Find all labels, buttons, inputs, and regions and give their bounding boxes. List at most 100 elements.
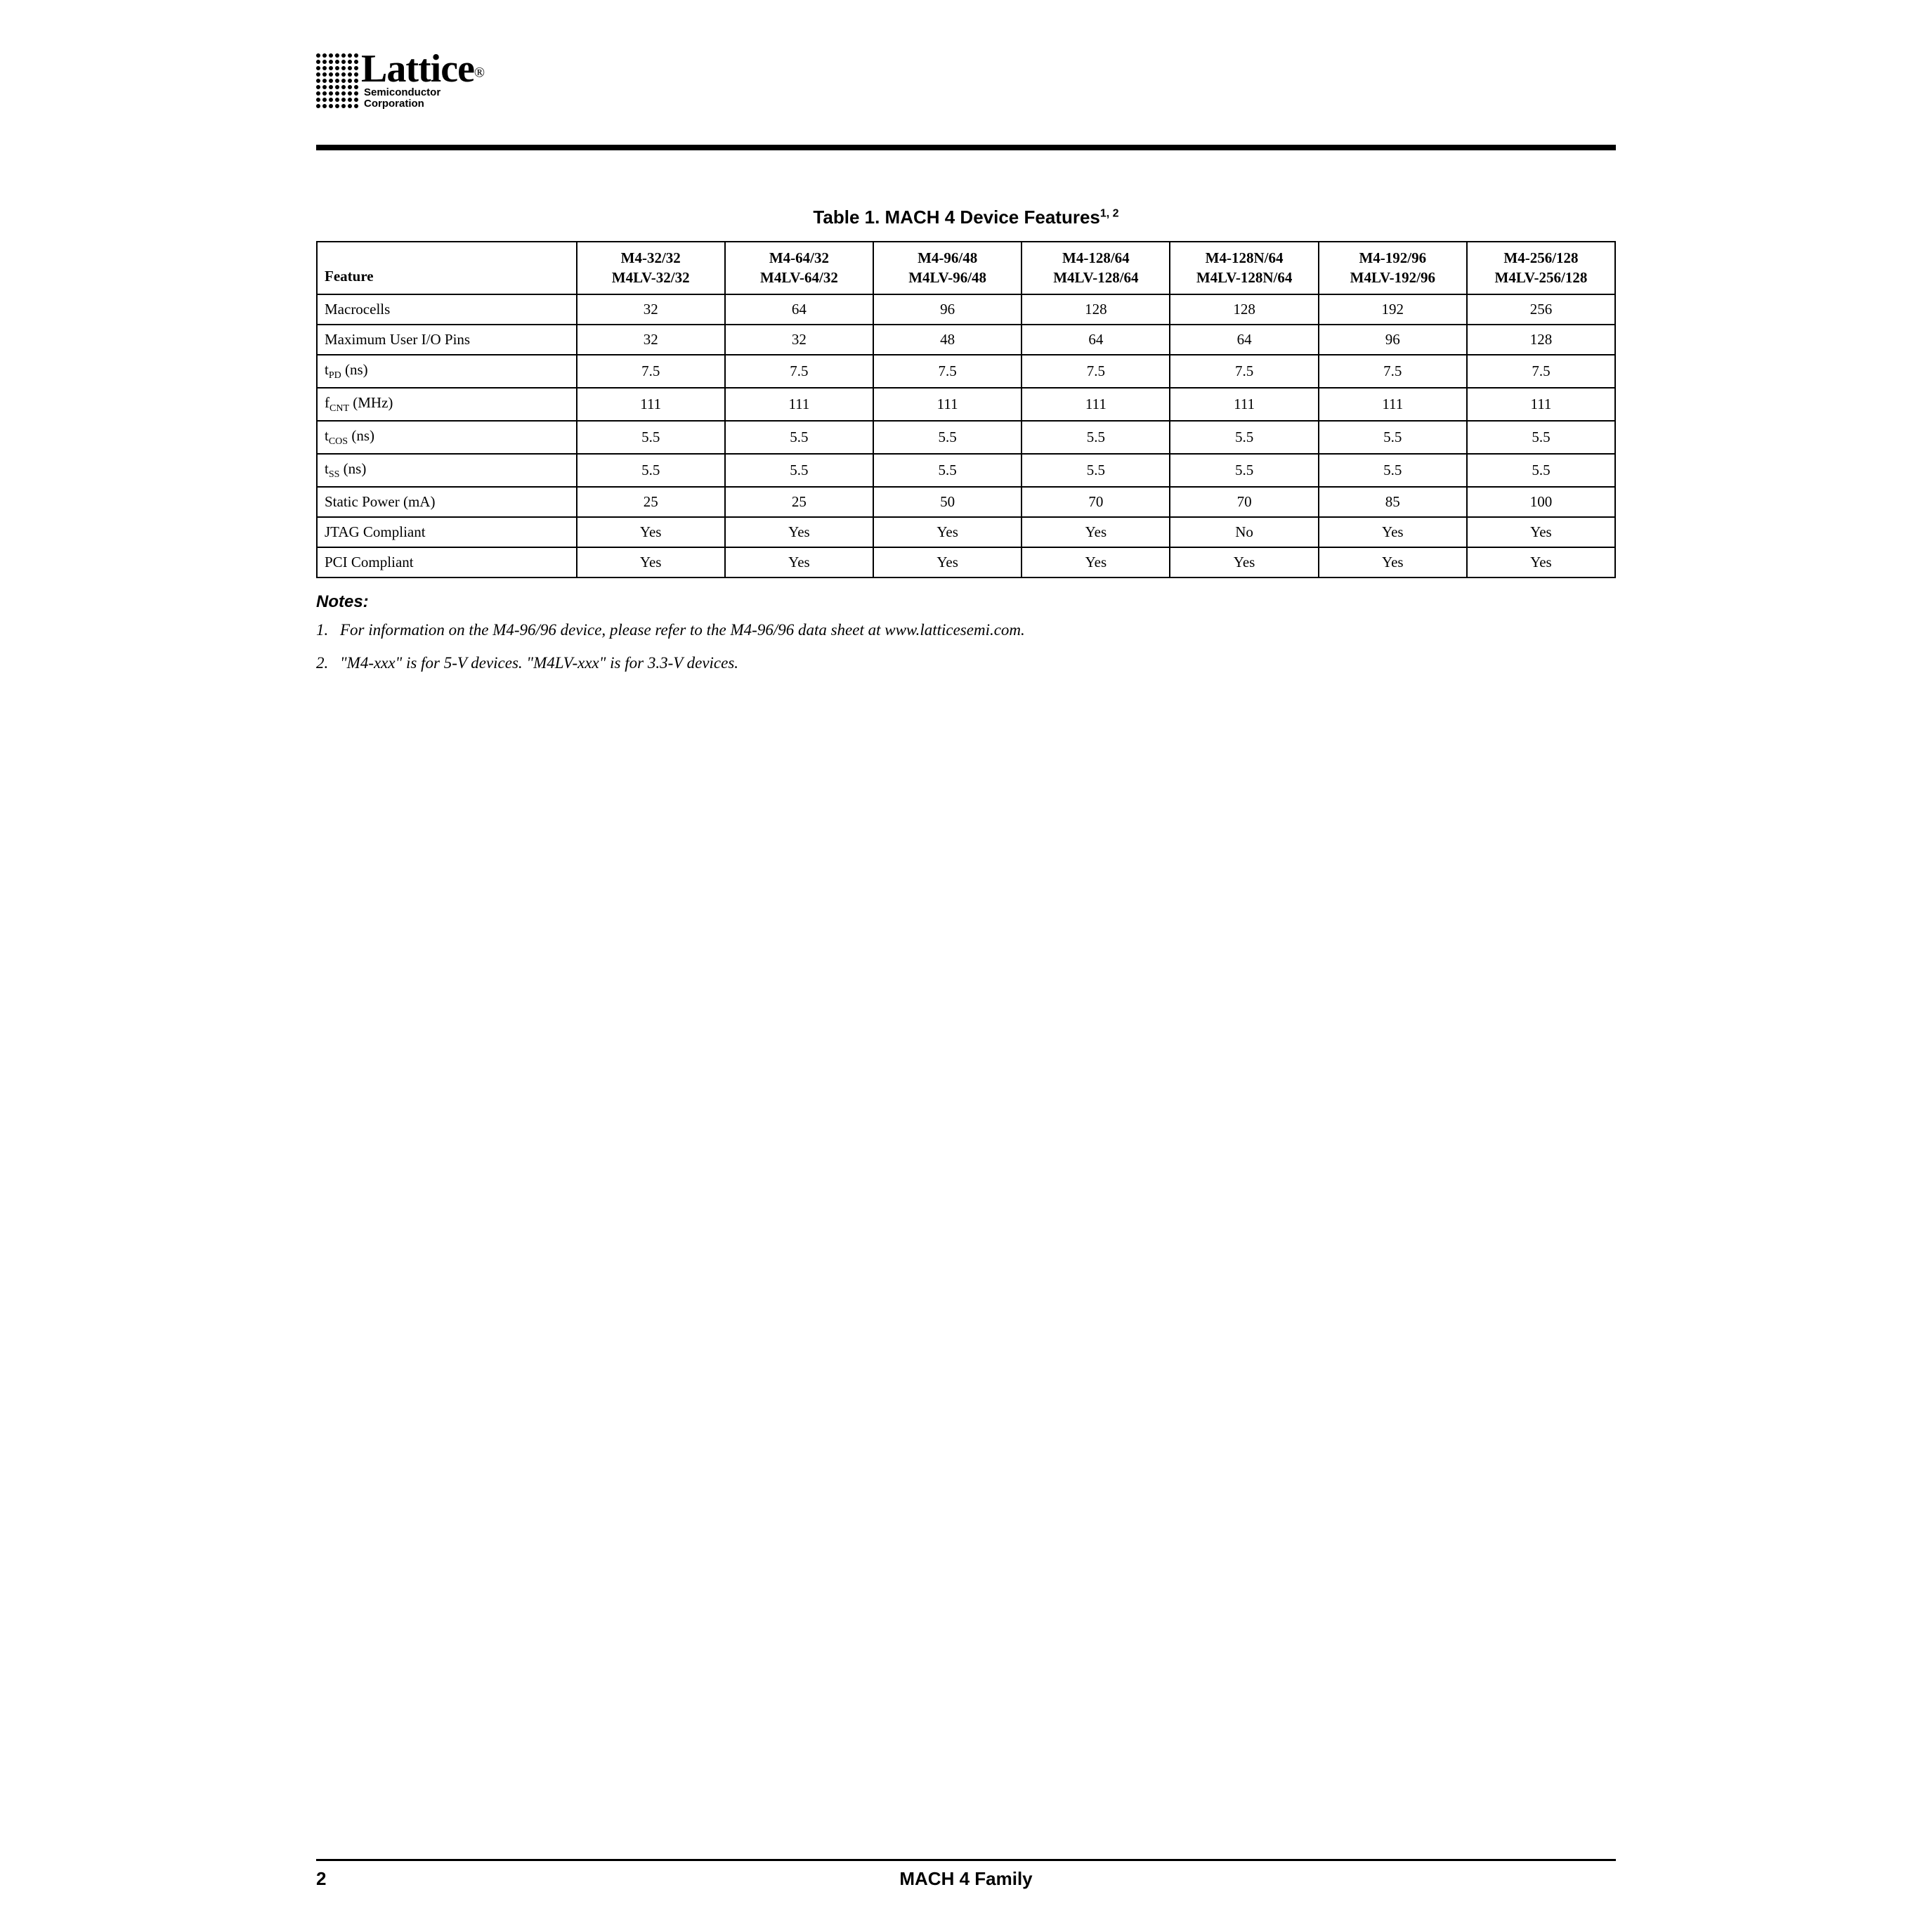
logo-registered-mark: ® <box>474 65 485 81</box>
table-title-text: Table 1. MACH 4 Device Features <box>813 207 1099 228</box>
feature-value-cell: 48 <box>873 325 1022 355</box>
feature-column-header: Feature <box>317 242 577 294</box>
feature-value-cell: 5.5 <box>1170 421 1318 454</box>
device-column-header-bottom: M4LV-64/32 <box>760 269 838 286</box>
device-column-header: M4-128N/64 M4LV-128N/64 <box>1170 242 1318 294</box>
page: Lattice® Semiconductor Corporation Table… <box>0 0 1932 1932</box>
feature-value-cell: 111 <box>577 388 725 421</box>
feature-value-cell: Yes <box>577 517 725 547</box>
feature-value-cell: 7.5 <box>1467 355 1615 388</box>
feature-value-cell: Yes <box>1319 517 1467 547</box>
device-column-header-bottom: M4LV-128N/64 <box>1196 269 1293 286</box>
feature-value-cell: 7.5 <box>1319 355 1467 388</box>
note-item: 1.For information on the M4-96/96 device… <box>316 618 1616 644</box>
table-title-sup: 1, 2 <box>1100 207 1119 219</box>
feature-value-cell: 70 <box>1170 487 1318 517</box>
note-text: "M4-xxx" is for 5-V devices. "M4LV-xxx" … <box>340 651 738 677</box>
feature-value-cell: 128 <box>1467 325 1615 355</box>
device-column-header-bottom: M4LV-32/32 <box>612 269 690 286</box>
device-column-header: M4-128/64 M4LV-128/64 <box>1022 242 1170 294</box>
feature-value-cell: 7.5 <box>873 355 1022 388</box>
feature-value-cell: 5.5 <box>873 454 1022 487</box>
note-text: For information on the M4-96/96 device, … <box>340 618 1025 644</box>
feature-value-cell: 25 <box>725 487 873 517</box>
page-number: 2 <box>316 1868 326 1890</box>
feature-value-cell: 111 <box>1022 388 1170 421</box>
table-row: tSS (ns)5.55.55.55.55.55.55.5 <box>317 454 1615 487</box>
feature-value-cell: 7.5 <box>1022 355 1170 388</box>
feature-value-cell: 25 <box>577 487 725 517</box>
feature-value-cell: 5.5 <box>577 454 725 487</box>
table-row: PCI CompliantYesYesYesYesYesYesYes <box>317 547 1615 577</box>
table-row: JTAG CompliantYesYesYesYesNoYesYes <box>317 517 1615 547</box>
table-row: Static Power (mA)252550707085100 <box>317 487 1615 517</box>
device-column-header-top: M4-128N/64 <box>1206 249 1284 266</box>
table-row: tCOS (ns)5.55.55.55.55.55.55.5 <box>317 421 1615 454</box>
feature-value-cell: Yes <box>725 547 873 577</box>
feature-value-cell: 32 <box>725 325 873 355</box>
table-row: fCNT (MHz)111111111111111111111 <box>317 388 1615 421</box>
feature-value-cell: 111 <box>725 388 873 421</box>
device-features-table: Feature M4-32/32 M4LV-32/32 M4-64/32 M4LV-6… <box>316 241 1616 578</box>
feature-value-cell: 96 <box>1319 325 1467 355</box>
feature-value-cell: Yes <box>1022 517 1170 547</box>
device-column-header: M4-64/32 M4LV-64/32 <box>725 242 873 294</box>
feature-value-cell: 5.5 <box>1170 454 1318 487</box>
feature-value-cell: 5.5 <box>1467 421 1615 454</box>
feature-value-cell: 96 <box>873 294 1022 325</box>
feature-value-cell: 111 <box>1319 388 1467 421</box>
content: Table 1. MACH 4 Device Features1, 2 Feat… <box>316 207 1616 677</box>
feature-value-cell: 192 <box>1319 294 1467 325</box>
logo-subtitle: Semiconductor Corporation <box>364 87 485 110</box>
page-header: Lattice® Semiconductor Corporation <box>316 49 1616 133</box>
note-number: 1. <box>316 618 340 644</box>
feature-name-cell: tSS (ns) <box>317 454 577 487</box>
device-column-header: M4-32/32 M4LV-32/32 <box>577 242 725 294</box>
note-item: 2."M4-xxx" is for 5-V devices. "M4LV-xxx… <box>316 651 1616 677</box>
feature-name-cell: Macrocells <box>317 294 577 325</box>
device-column-header-top: M4-192/96 <box>1359 249 1426 266</box>
feature-value-cell: 5.5 <box>1467 454 1615 487</box>
feature-value-cell: 70 <box>1022 487 1170 517</box>
feature-value-cell: Yes <box>873 547 1022 577</box>
device-column-header-top: M4-256/128 <box>1503 249 1578 266</box>
feature-value-cell: 85 <box>1319 487 1467 517</box>
header-rule <box>316 145 1616 150</box>
feature-value-cell: Yes <box>725 517 873 547</box>
feature-value-cell: 7.5 <box>577 355 725 388</box>
feature-value-cell: 5.5 <box>577 421 725 454</box>
feature-value-cell: Yes <box>1170 547 1318 577</box>
device-column-header-bottom: M4LV-96/48 <box>908 269 986 286</box>
device-column-header: M4-256/128 M4LV-256/128 <box>1467 242 1615 294</box>
feature-value-cell: 7.5 <box>725 355 873 388</box>
feature-value-cell: No <box>1170 517 1318 547</box>
feature-value-cell: 256 <box>1467 294 1615 325</box>
feature-value-cell: Yes <box>1319 547 1467 577</box>
logo-sub-line-1: Semiconductor <box>364 86 440 98</box>
feature-value-cell: 5.5 <box>1319 421 1467 454</box>
device-column-header-bottom: M4LV-256/128 <box>1495 269 1588 286</box>
feature-name-cell: tPD (ns) <box>317 355 577 388</box>
feature-value-cell: 111 <box>1170 388 1318 421</box>
feature-value-cell: Yes <box>873 517 1022 547</box>
feature-value-cell: 50 <box>873 487 1022 517</box>
device-column-header-top: M4-64/32 <box>769 249 829 266</box>
feature-value-cell: 32 <box>577 325 725 355</box>
feature-name-cell: Maximum User I/O Pins <box>317 325 577 355</box>
notes-list: 1.For information on the M4-96/96 device… <box>316 618 1616 677</box>
feature-name-cell: PCI Compliant <box>317 547 577 577</box>
feature-value-cell: 5.5 <box>725 454 873 487</box>
device-column-header-top: M4-128/64 <box>1062 249 1130 266</box>
device-column-header-bottom: M4LV-192/96 <box>1350 269 1435 286</box>
logo-sub-line-2: Corporation <box>364 98 424 110</box>
note-number: 2. <box>316 651 340 677</box>
device-column-header-top: M4-96/48 <box>918 249 977 266</box>
device-column-header: M4-96/48 M4LV-96/48 <box>873 242 1022 294</box>
feature-name-cell: fCNT (MHz) <box>317 388 577 421</box>
feature-value-cell: 5.5 <box>873 421 1022 454</box>
table-row: Maximum User I/O Pins323248646496128 <box>317 325 1615 355</box>
device-column-header-bottom: M4LV-128/64 <box>1053 269 1138 286</box>
footer-title: MACH 4 Family <box>316 1868 1616 1890</box>
device-column-header-top: M4-32/32 <box>621 249 681 266</box>
feature-value-cell: 111 <box>1467 388 1615 421</box>
